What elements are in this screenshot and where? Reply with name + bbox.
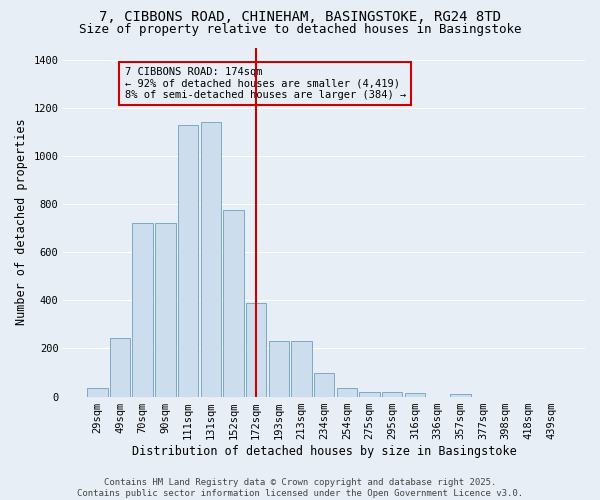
Bar bbox=[133, 223, 153, 396]
Bar bbox=[200, 122, 221, 396]
Bar bbox=[337, 388, 357, 396]
Bar bbox=[359, 392, 380, 396]
Text: Contains HM Land Registry data © Crown copyright and database right 2025.
Contai: Contains HM Land Registry data © Crown c… bbox=[77, 478, 523, 498]
Bar bbox=[87, 388, 107, 396]
Bar bbox=[292, 341, 312, 396]
Bar bbox=[450, 394, 470, 396]
Bar bbox=[155, 223, 176, 396]
Bar bbox=[314, 372, 334, 396]
Y-axis label: Number of detached properties: Number of detached properties bbox=[15, 118, 28, 326]
Bar bbox=[110, 338, 130, 396]
X-axis label: Distribution of detached houses by size in Basingstoke: Distribution of detached houses by size … bbox=[132, 444, 517, 458]
Bar bbox=[405, 393, 425, 396]
Bar bbox=[269, 341, 289, 396]
Bar bbox=[178, 124, 198, 396]
Text: 7, CIBBONS ROAD, CHINEHAM, BASINGSTOKE, RG24 8TD: 7, CIBBONS ROAD, CHINEHAM, BASINGSTOKE, … bbox=[99, 10, 501, 24]
Text: 7 CIBBONS ROAD: 174sqm
← 92% of detached houses are smaller (4,419)
8% of semi-d: 7 CIBBONS ROAD: 174sqm ← 92% of detached… bbox=[125, 67, 406, 100]
Bar bbox=[246, 302, 266, 396]
Bar bbox=[382, 392, 403, 396]
Bar bbox=[223, 210, 244, 396]
Text: Size of property relative to detached houses in Basingstoke: Size of property relative to detached ho… bbox=[79, 22, 521, 36]
